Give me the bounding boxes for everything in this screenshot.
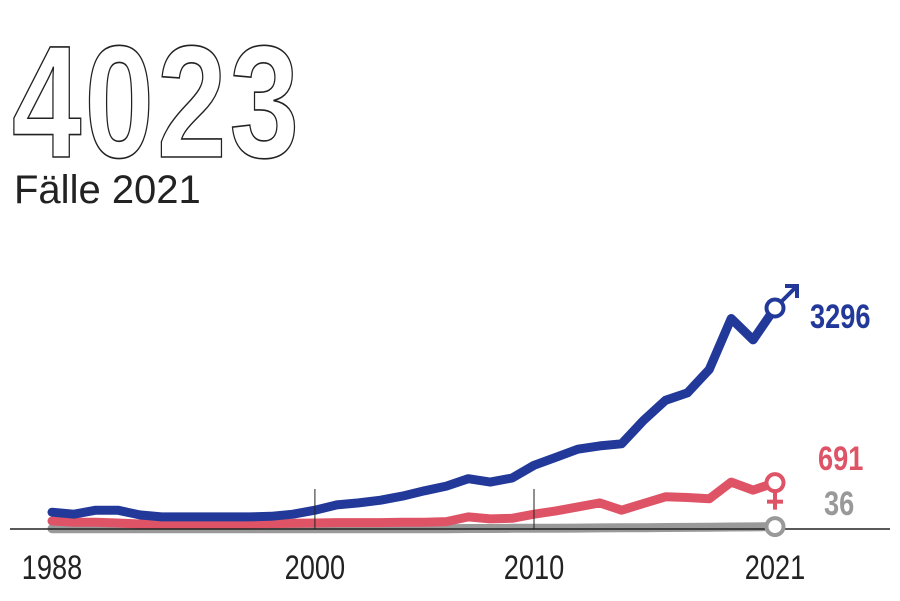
headline-caption: Fälle 2021 [14, 168, 201, 212]
female-end-marker [764, 472, 786, 494]
x-tick-label: 2010 [504, 548, 564, 587]
male-symbol-icon [779, 284, 799, 304]
x-tick-label: 2000 [285, 548, 345, 587]
female-symbol-icon [767, 491, 783, 510]
other-end-marker [764, 516, 786, 538]
other-end-value: 36 [824, 484, 854, 523]
male-end-marker [764, 297, 786, 319]
x-tick-label: 2021 [745, 548, 805, 587]
headline-total: 4023 [11, 12, 303, 191]
series-line-female [47, 477, 780, 529]
x-tick-label: 1988 [22, 548, 82, 587]
female-end-value: 691 [818, 439, 863, 478]
male-end-value: 3296 [810, 297, 870, 336]
series-line-male [47, 303, 780, 522]
